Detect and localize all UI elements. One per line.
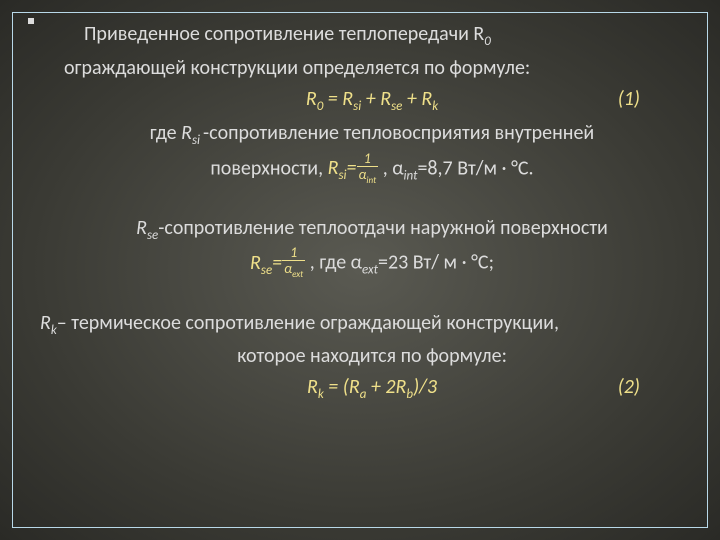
rk-txt2: которое находится по формуле:	[237, 344, 507, 368]
where-surf: поверхности,	[210, 156, 327, 180]
rse-feq: =	[272, 251, 282, 275]
rse-sub: se	[147, 228, 158, 243]
where-si: si	[192, 133, 203, 148]
f1-k: k	[432, 99, 438, 114]
slide: Приведенное сопротивление теплопередачи …	[0, 0, 720, 540]
f2-eq: = (R	[324, 375, 360, 399]
formula-2: Rk = (Ra + 2Rb)/3	[307, 375, 437, 399]
rsi-sub: si	[338, 168, 346, 183]
rsi-fraction: Rsi=1αint	[328, 156, 383, 180]
rse-after: , где α	[310, 251, 362, 275]
f1-R0: R	[306, 87, 317, 111]
f1-p1: + R	[361, 87, 391, 111]
rk-line-2: которое находится по формуле:	[64, 342, 680, 371]
slide-content: Приведенное сопротивление теплопередачи …	[14, 14, 706, 526]
where-rsi-line-1: где Rsi -сопротивление тепловосприятия в…	[64, 119, 680, 151]
f1-eq: = R	[323, 87, 353, 111]
formula-1: R0 = Rsi + Rse + Rk	[306, 87, 438, 111]
rse-txt: -сопротивление теплоотдачи наружной пове…	[158, 216, 608, 240]
formula-2-row: Rk = (Ra + 2Rb)/3 (2)	[64, 373, 680, 405]
eq-number-2: (2)	[618, 373, 640, 402]
rse-line: Rse-сопротивление теплоотдачи наружной п…	[64, 214, 680, 246]
rsi-R: R	[328, 156, 339, 180]
f2-end: )/3	[413, 375, 437, 399]
rsi-den: αint	[357, 167, 379, 185]
rsi-after-val: =8,7 Вт/м · °С.	[417, 156, 533, 180]
rsi-eq: =	[347, 156, 357, 180]
rk-txt1: – термическое сопротивление ограждающей …	[57, 311, 559, 335]
rse-fraction: Rse=1αext	[250, 251, 310, 275]
rse-formula-line: Rse=1αext , где αext=23 Вт/ м · °С;	[64, 247, 680, 280]
rsi-after-sub: int	[404, 168, 418, 183]
where-rsi-line-2: поверхности, Rsi=1αint , αint=8,7 Вт/м ·…	[64, 153, 680, 186]
where-R: R	[181, 121, 192, 145]
spacer	[64, 188, 680, 214]
rse-fR: R	[250, 251, 261, 275]
intro-sub-0: 0	[484, 34, 491, 49]
intro-line-2: ограждающей конструкции определяется по …	[64, 54, 680, 83]
spacer	[64, 283, 680, 309]
where-txt: где	[150, 121, 181, 145]
rse-den-sub: ext	[292, 269, 303, 280]
rse-after-sub: ext	[362, 263, 378, 278]
rsi-after: , α	[383, 156, 404, 180]
f2-mid: + 2R	[366, 375, 406, 399]
rsi-frac: 1αint	[357, 152, 379, 185]
rse-num: 1	[282, 246, 305, 261]
rse-R: R	[136, 216, 147, 240]
intro-text-2: ограждающей конструкции определяется по …	[64, 56, 530, 80]
f1-p2: + R	[402, 87, 432, 111]
rse-den: αext	[282, 261, 305, 279]
f1-se: se	[391, 99, 402, 114]
rk-line-1: Rk– термическое сопротивление ограждающе…	[40, 309, 680, 341]
rse-den-a: α	[284, 260, 292, 277]
f2-R: R	[307, 375, 318, 399]
bullet-icon	[28, 18, 34, 24]
formula-1-row: R0 = Rsi + Rse + Rk (1)	[64, 85, 680, 117]
f1-si: si	[353, 99, 361, 114]
where-rest: -сопротивление тепловосприятия внутренне…	[203, 121, 594, 145]
eq-number-1: (1)	[618, 85, 640, 114]
rsi-den-sub: int	[366, 174, 376, 185]
intro-line-1: Приведенное сопротивление теплопередачи …	[64, 20, 680, 52]
rse-after-val: =23 Вт/ м · °С;	[378, 251, 494, 275]
intro-text-1: Приведенное сопротивление теплопередачи …	[84, 22, 484, 46]
rk-R: R	[40, 311, 51, 335]
rse-frac: 1αext	[282, 246, 305, 279]
rse-fsub: se	[261, 263, 272, 278]
rsi-num: 1	[357, 152, 379, 167]
